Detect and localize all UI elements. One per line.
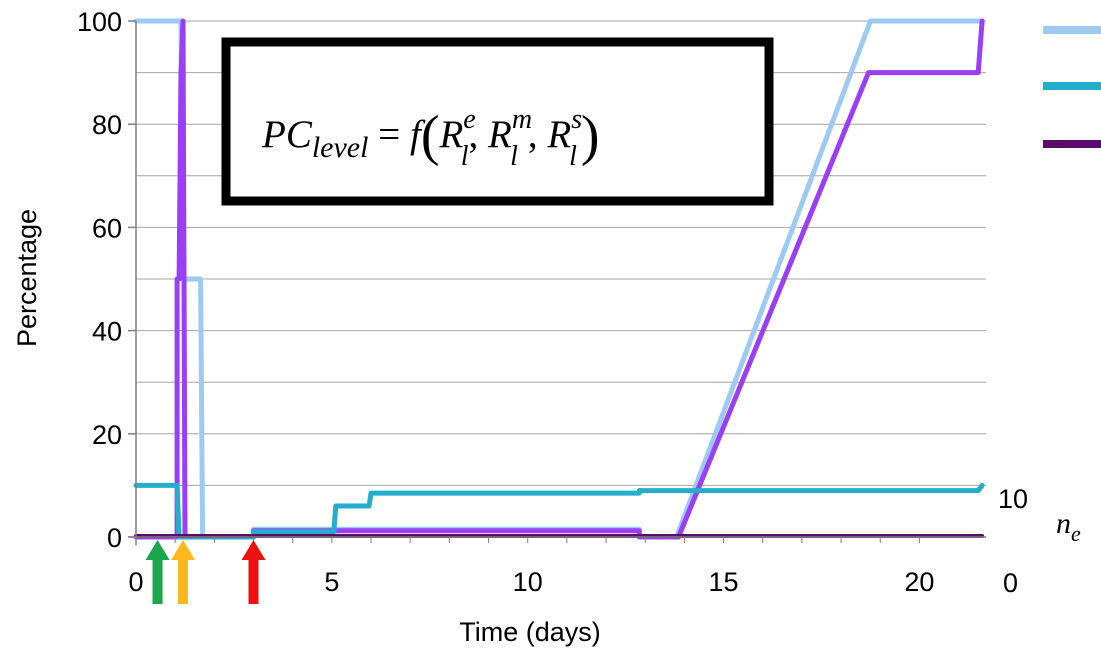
formula-arg-3-sup: s [571,104,582,135]
formula-arg-1-sup: e [463,104,475,135]
x-axis-title: Time (days) [459,617,601,647]
y-axis-title: Percentage [12,209,42,347]
x-tick-label-15: 15 [709,567,739,597]
marker-arrow-1 [145,540,170,604]
secondary-axis-title-base: n [1056,507,1071,540]
x-tick-label-10: 10 [513,567,543,597]
formula-lhs: PC [261,113,313,156]
formula-box-border [221,37,774,206]
x-tick-label-20: 20 [904,567,934,597]
y-tick-label-80: 80 [92,110,122,140]
formula-box: PClevel = f(Re l, Rm l, Rs l) [221,37,774,206]
formula-arg-2-sub: l [510,141,518,172]
y-tick-label-40: 40 [92,317,122,347]
x-tick-label-0: 0 [128,567,143,597]
tick-labels: 0 20 40 60 80 100 0 5 10 15 20 [77,7,934,597]
formula-arg-1-base: R [438,113,463,156]
day-markers [145,540,266,604]
formula-arg-2-sup: m [512,104,532,135]
formula-arg-1-sub: l [461,141,469,172]
y-tick-label-60: 60 [92,213,122,243]
formula: PClevel = f(Re l, Rm l, Rs l) [261,104,600,172]
formula-arg-3-sub: l [569,141,577,172]
secondary-axis: 10 0 ne [998,484,1081,598]
legend [1043,26,1101,148]
secondary-axis-tick-0: 0 [1003,568,1018,598]
y-tick-label-0: 0 [107,523,122,553]
formula-arg-2-base: R [487,113,512,156]
axes [128,20,986,545]
x-tick-label-5: 5 [324,567,339,597]
secondary-axis-tick-10: 10 [998,484,1028,514]
formula-lhs-sub: level [312,131,369,164]
formula-arg-3-base: R [546,113,571,156]
marker-arrow-3 [241,540,266,604]
secondary-axis-title: ne [1056,507,1081,546]
marker-arrow-2 [171,540,196,604]
y-tick-label-100: 100 [77,7,122,37]
y-tick-label-20: 20 [92,420,122,450]
secondary-axis-title-sub: e [1071,521,1081,546]
